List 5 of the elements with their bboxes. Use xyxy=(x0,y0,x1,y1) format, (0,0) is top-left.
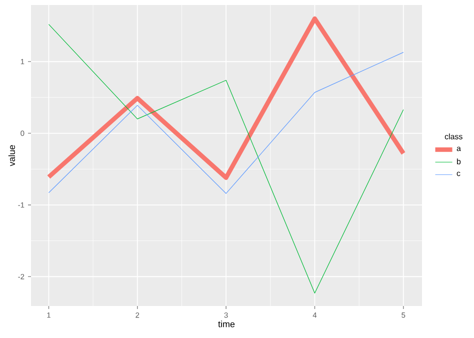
line-series xyxy=(46,16,406,180)
line-series xyxy=(48,52,404,194)
y-axis-title: value xyxy=(8,145,15,166)
x-axis-title: time xyxy=(218,320,235,328)
line-series xyxy=(48,24,404,294)
